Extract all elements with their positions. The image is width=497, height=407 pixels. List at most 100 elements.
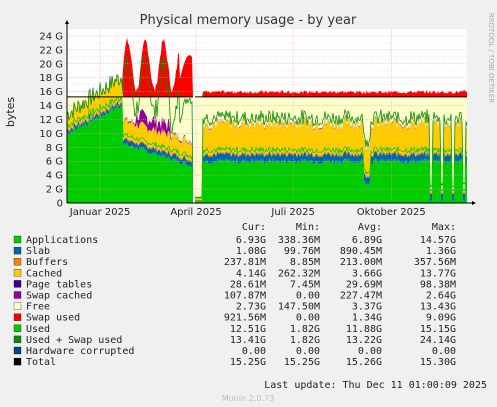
x-tick-label: Juli 2025	[270, 207, 314, 218]
legend-value: 15.26G	[346, 357, 382, 368]
legend-value: 0.00	[296, 313, 320, 324]
legend-value: 357.56M	[414, 257, 456, 268]
line-used	[66, 96, 468, 198]
legend-value: 0.00	[358, 346, 382, 357]
legend-value: 107.87M	[224, 291, 266, 302]
legend-swatch	[13, 335, 22, 344]
chart-title: Physical memory usage - by year	[140, 13, 357, 28]
legend-value: 2.73G	[236, 302, 266, 313]
y-tick-label: 18 G	[39, 73, 63, 84]
y-tick-label: 0	[57, 199, 63, 210]
legend-value: 15.30G	[420, 357, 456, 368]
legend-value: 213.00M	[340, 257, 382, 268]
y-tick-label: 12 G	[39, 115, 63, 126]
legend-value: 3.66G	[352, 268, 382, 279]
legend-name: Used + Swap used	[26, 335, 122, 346]
y-tick-label: 4 G	[46, 171, 63, 182]
legend-value: 1.34G	[352, 313, 382, 324]
legend-name: Used	[26, 324, 50, 335]
y-tick-label: 22 G	[39, 45, 63, 56]
legend-value: 1.82G	[290, 335, 320, 346]
legend-swatch	[13, 357, 22, 366]
y-tick-label: 20 G	[39, 59, 63, 70]
legend-value: 15.25G	[230, 357, 266, 368]
legend-value: 1.08G	[236, 246, 266, 257]
legend-value: 3.37G	[352, 302, 382, 313]
legend-swatch	[13, 346, 22, 355]
legend-value: 921.56M	[224, 313, 266, 324]
legend-value: 11.88G	[346, 324, 382, 335]
legend-value: 13.43G	[420, 302, 456, 313]
legend-value: 13.41G	[230, 335, 266, 346]
legend-name: Page tables	[26, 279, 92, 290]
y-tick-label: 8 G	[46, 143, 63, 154]
y-axis-arrow	[65, 20, 69, 24]
legend-value: 0.00	[296, 346, 320, 357]
legend-name: Swap used	[26, 313, 80, 324]
legend-value: 338.36M	[278, 235, 320, 246]
area-app	[67, 105, 467, 203]
x-tick-label: April 2025	[170, 207, 221, 218]
legend-swatch	[13, 246, 22, 255]
y-tick-label: 6 G	[46, 157, 63, 168]
legend-value: 1.36G	[426, 246, 456, 257]
y-axis-ticks: 0 2 G 4 G 6 G 8 G 10 G 12 G 14 G 16 G 18 G 20 G 22 …	[39, 31, 63, 209]
legend-header: Max:	[432, 222, 456, 233]
legend-swatch	[13, 313, 22, 321]
legend-value: 9.09G	[426, 313, 456, 324]
legend-swatch	[13, 258, 22, 266]
legend-swatch	[13, 291, 22, 299]
data-gap	[193, 29, 195, 203]
legend-swatch	[13, 302, 22, 310]
legend-value: 24.14G	[420, 335, 456, 346]
legend-value: 99.76M	[284, 246, 320, 257]
x-axis-ticks: Januar 2025 April 2025 Juli 2025 Oktober 20…	[69, 207, 426, 218]
legend-value: 4.14G	[236, 268, 266, 279]
legend-value: 12.51G	[230, 324, 266, 335]
legend-name: Buffers	[26, 257, 68, 268]
legend-value: 1.82G	[290, 324, 320, 335]
area-swap	[67, 37, 467, 97]
x-tick-label: Oktober 2025	[357, 207, 426, 218]
line-used-plus-swap	[66, 55, 468, 199]
y-tick-label: 16 G	[39, 87, 63, 98]
area-cache	[67, 74, 467, 201]
legend-value: 6.93G	[236, 235, 266, 246]
legend-value: 237.81M	[224, 257, 266, 268]
legend-name: Free	[26, 302, 50, 313]
legend-value: 28.61M	[230, 279, 266, 290]
legend-value: 6.89G	[352, 235, 382, 246]
legend-value: 13.77G	[420, 268, 456, 279]
legend-value: 890.45M	[340, 246, 382, 257]
last-update: Last update: Thu Dec 11 01:00:09 2025	[264, 380, 487, 391]
legend-value: 0.00	[242, 346, 266, 357]
legend-name: Applications	[26, 235, 98, 246]
y-tick-label: 2 G	[46, 185, 63, 196]
legend-swatch	[13, 324, 22, 332]
legend-swatch	[13, 269, 22, 277]
rrdtool-credit: RRDTOOL / TOBI OETIKER	[487, 13, 495, 103]
legend-value: 147.50M	[278, 302, 320, 313]
legend-value: 15.15G	[420, 324, 456, 335]
legend-name: Hardware corrupted	[26, 346, 134, 357]
legend-header: Avg:	[358, 222, 382, 233]
y-tick-label: 24 G	[39, 31, 63, 42]
legend-value: 15.25G	[284, 357, 320, 368]
legend-header: Cur:	[242, 222, 266, 233]
legend-value: 2.64G	[426, 291, 456, 302]
y-tick-label: 10 G	[39, 129, 63, 140]
y-axis-label: bytes	[4, 97, 17, 128]
legend-name: Total	[26, 357, 56, 368]
legend-header: Min:	[296, 222, 320, 233]
x-tick-label: Januar 2025	[69, 207, 131, 218]
legend-name: Slab	[26, 246, 50, 257]
x-axis-arrow	[472, 201, 476, 205]
legend-value: 14.57G	[420, 235, 456, 246]
legend-swatch	[13, 280, 22, 288]
legend-value: 7.45M	[290, 279, 320, 290]
legend-name: Cached	[26, 268, 62, 279]
legend-value: 8.85M	[290, 257, 320, 268]
legend-value: 13.22G	[346, 335, 382, 346]
